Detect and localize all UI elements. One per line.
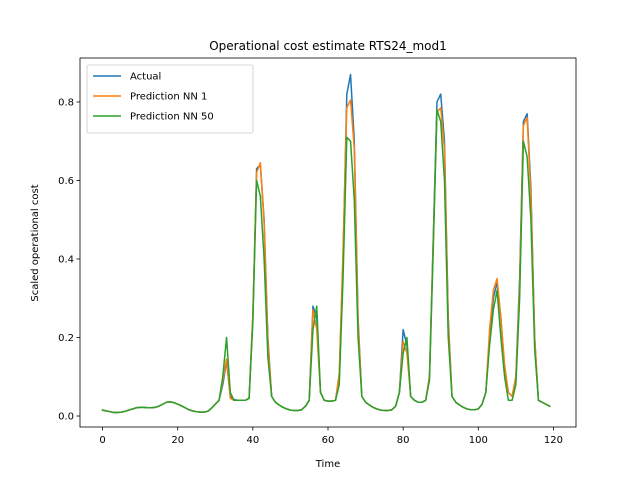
legend: Actual Prediction NN 1 Prediction NN 50: [86, 64, 254, 134]
y-tick-label: 0.4: [58, 254, 74, 265]
series-line-3: [101, 109, 551, 414]
x-tick-label: 60: [322, 435, 335, 446]
chart-title: Operational cost estimate RTS24_mod1: [209, 39, 447, 53]
y-axis: 0.0 0.2 0.4 0.6 0.8: [58, 97, 80, 423]
y-tick-label: 0.0: [58, 412, 74, 423]
x-tick-label: 40: [246, 435, 259, 446]
x-tick-label: 0: [99, 435, 105, 446]
legend-label-2: Prediction NN 1: [130, 92, 207, 103]
x-tick-label: 80: [397, 435, 410, 446]
legend-label-3: Prediction NN 50: [130, 112, 214, 123]
legend-label-1: Actual: [130, 72, 161, 83]
legend-frame: [86, 64, 254, 134]
x-tick-label: 100: [469, 435, 488, 446]
x-axis: 0 20 40 60 80 100 120: [99, 427, 563, 446]
x-tick-label: 20: [171, 435, 184, 446]
y-tick-label: 0.6: [58, 176, 74, 187]
y-tick-label: 0.8: [58, 97, 74, 108]
y-axis-title: Scaled operational cost: [30, 184, 41, 301]
x-axis-title: Time: [315, 459, 340, 470]
x-tick-label: 120: [544, 435, 563, 446]
series-layer: [101, 73, 551, 414]
y-tick-label: 0.2: [58, 333, 74, 344]
